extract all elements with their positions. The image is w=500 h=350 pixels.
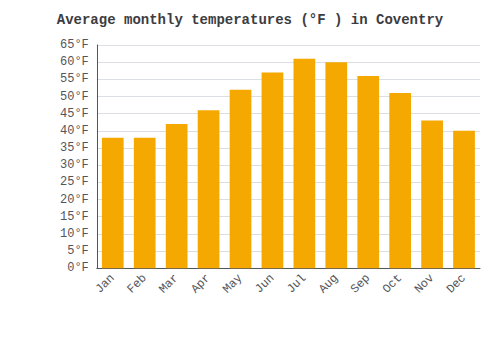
svg-text:Jan: Jan (93, 271, 118, 296)
svg-text:Jul: Jul (284, 271, 309, 296)
svg-text:Sep: Sep (348, 271, 373, 296)
svg-text:20°F: 20°F (60, 193, 89, 207)
svg-text:45°F: 45°F (60, 107, 89, 121)
svg-text:Nov: Nov (412, 271, 437, 296)
svg-text:35°F: 35°F (60, 141, 89, 155)
svg-text:30°F: 30°F (60, 158, 89, 172)
svg-text:Mar: Mar (156, 271, 181, 296)
svg-text:10°F: 10°F (60, 227, 89, 241)
svg-text:Oct: Oct (380, 271, 405, 296)
svg-text:60°F: 60°F (60, 55, 89, 69)
svg-text:0°F: 0°F (67, 261, 89, 275)
svg-text:55°F: 55°F (60, 72, 89, 86)
svg-text:May: May (220, 271, 245, 296)
svg-text:25°F: 25°F (60, 175, 89, 189)
svg-text:Apr: Apr (188, 271, 213, 296)
svg-text:Jun: Jun (252, 271, 277, 296)
svg-text:50°F: 50°F (60, 90, 89, 104)
svg-text:Aug: Aug (316, 271, 341, 296)
svg-text:15°F: 15°F (60, 210, 89, 224)
svg-text:65°F: 65°F (60, 38, 89, 52)
svg-text:Average monthly temperatures (: Average monthly temperatures (°F ) in Co… (57, 12, 444, 28)
svg-text:Dec: Dec (444, 271, 469, 296)
svg-text:Feb: Feb (124, 271, 149, 296)
svg-text:40°F: 40°F (60, 124, 89, 138)
svg-text:5°F: 5°F (67, 244, 89, 258)
